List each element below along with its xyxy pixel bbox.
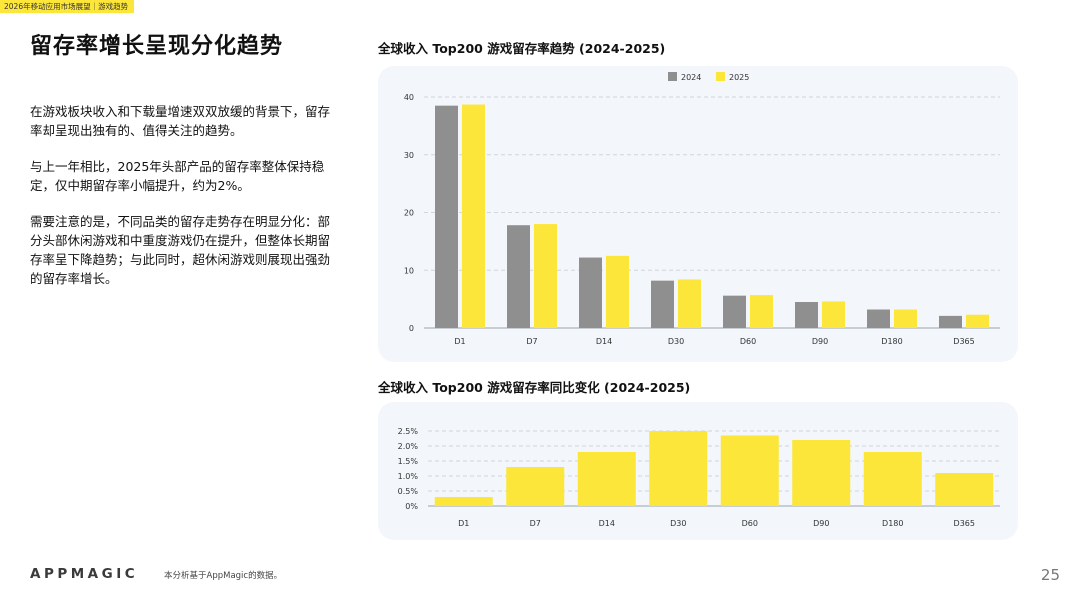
bar-2024-D180 (867, 309, 890, 328)
bar-yoy-D30 (649, 431, 708, 506)
x-tick-label: D7 (526, 337, 537, 346)
x-tick-label: D7 (530, 519, 541, 528)
bar-2024-D1 (435, 105, 458, 328)
yoy-chart-panel: 0% 0.5% 1.0% 1.5% 2.0% 2.5% D1 D7 D14 D30 D60 D90 D1… (378, 402, 1018, 540)
y-tick-label: 0% (405, 502, 418, 511)
bar-2024-D7 (507, 225, 530, 328)
bar-yoy-D180 (863, 452, 922, 506)
y-tick-label: 20 (404, 209, 414, 218)
legend-swatch-2025 (716, 72, 725, 81)
x-tick-label: D14 (599, 519, 615, 528)
bar-2024-D90 (795, 302, 818, 328)
bar-2025-D180 (894, 309, 917, 328)
header-badge: 2026年移动应用市场展望｜游戏趋势 (0, 0, 135, 13)
y-tick-label: 2.0% (398, 442, 419, 451)
bar-2025-D90 (822, 301, 845, 328)
bar-2025-D7 (534, 224, 557, 328)
y-tick-label: 1.0% (398, 472, 419, 481)
y-tick-label: 10 (404, 266, 414, 275)
page-number: 25 (1040, 566, 1060, 584)
y-tick-label: 0 (409, 324, 414, 333)
x-tick-label: D60 (742, 519, 758, 528)
bar-2025-D30 (678, 279, 701, 328)
bar-yoy-D365 (935, 473, 994, 506)
legend-label-2024: 2024 (681, 73, 701, 82)
retention-trend-chart: 0 10 20 30 40 D1 D7 D14 D30 D60 D90 D180 D365 2024 202… (404, 72, 1000, 346)
bar-2024-D60 (723, 295, 746, 328)
x-tick-label: D30 (670, 519, 686, 528)
retention-chart-panel: 0 10 20 30 40 D1 D7 D14 D30 D60 D90 D180 D365 2024 202… (378, 66, 1018, 362)
y-tick-label: 0.5% (398, 487, 419, 496)
y-tick-label: 40 (404, 93, 414, 102)
x-tick-label: D30 (668, 337, 684, 346)
x-tick-label: D1 (458, 519, 469, 528)
legend-swatch-2024 (668, 72, 677, 81)
x-tick-label: D180 (882, 519, 903, 528)
divergence-paragraph: 需要注意的是，不同品类的留存走势存在明显分化：部分头部休闲游戏和中重度游戏仍在提… (30, 214, 331, 286)
footer-note: 本分析基于AppMagic的数据。 (164, 571, 283, 581)
retention-chart-title: 全球收入 Top200 游戏留存率趋势 (2024-2025) (378, 41, 666, 56)
bar-yoy-D1 (434, 497, 493, 506)
x-tick-label: D60 (740, 337, 756, 346)
bar-yoy-D14 (577, 452, 636, 506)
x-tick-label: D90 (812, 337, 828, 346)
bar-2025-D14 (606, 255, 629, 328)
y-tick-label: 2.5% (398, 427, 419, 436)
bar-2024-D14 (579, 257, 602, 328)
yoy-change-chart: 0% 0.5% 1.0% 1.5% 2.0% 2.5% D1 D7 D14 D30 D60 D90 D1… (398, 427, 1000, 528)
bar-2025-D1 (462, 104, 485, 328)
bar-2024-D30 (651, 280, 674, 328)
y-tick-label: 1.5% (398, 457, 419, 466)
bar-yoy-D7 (506, 467, 565, 506)
bar-2024-D365 (939, 315, 962, 328)
yoy-chart-title: 全球收入 Top200 游戏留存率同比变化 (2024-2025) (378, 380, 691, 395)
x-tick-label: D90 (813, 519, 829, 528)
bar-yoy-D90 (792, 440, 851, 506)
bar-2025-D60 (750, 295, 773, 328)
x-tick-label: D365 (954, 519, 975, 528)
x-tick-label: D14 (596, 337, 612, 346)
appmagic-logo: APPMAGIC (30, 566, 139, 582)
x-tick-label: D1 (454, 337, 465, 346)
page-title: 留存率增长呈现分化趋势 (30, 34, 284, 59)
intro-paragraph: 在游戏板块收入和下载量增速双双放缓的背景下，留存率却呈现出独有的、值得关注的趋势… (30, 104, 331, 138)
x-tick-label: D180 (881, 337, 902, 346)
x-tick-label: D365 (953, 337, 974, 346)
stability-paragraph: 与上一年相比，2025年头部产品的留存率整体保持稳定，仅中期留存率小幅提升，约为… (30, 159, 325, 193)
legend-label-2025: 2025 (729, 73, 749, 82)
bar-2025-D365 (966, 314, 989, 328)
bar-yoy-D60 (720, 435, 779, 506)
y-tick-label: 30 (404, 151, 414, 160)
